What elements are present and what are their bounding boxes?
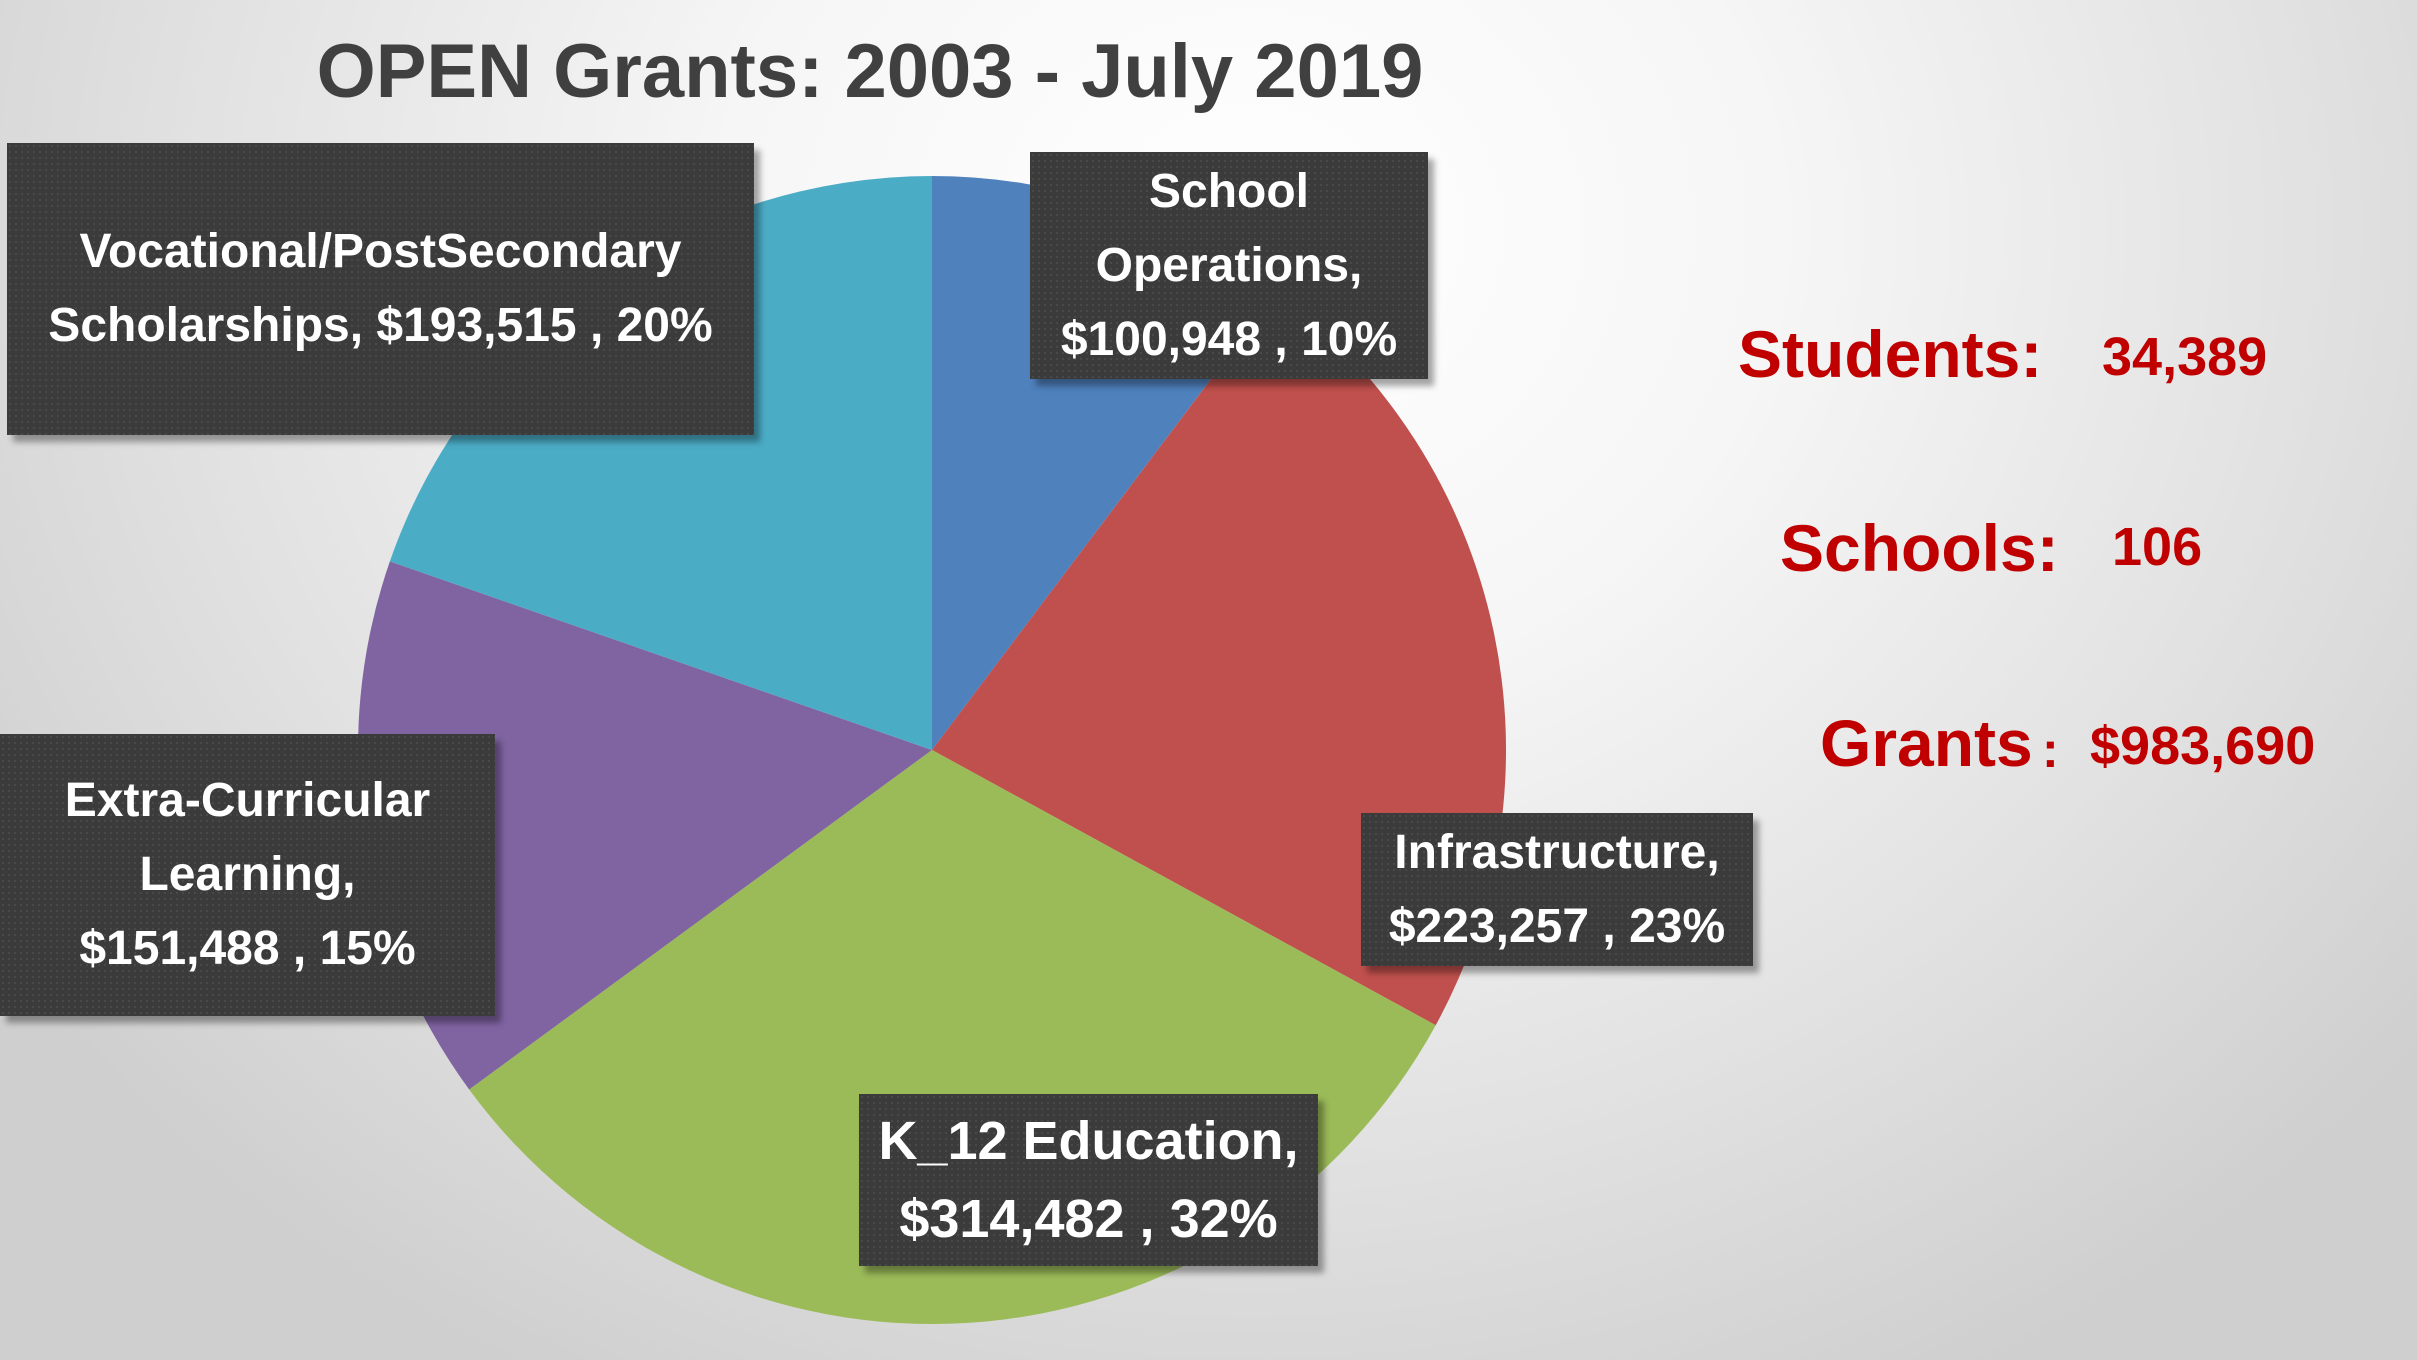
data-label-vocational: Vocational/PostSecondary Scholarships, $…	[7, 143, 754, 435]
data-label-line: $223,257 , 23%	[1388, 899, 1726, 953]
data-label-line: Infrastructure,	[1394, 825, 1720, 879]
stat-schools: Schools: 106	[1780, 510, 2202, 586]
data-label-infrastructure: Infrastructure, $223,257 , 23%	[1361, 813, 1753, 966]
data-label-line: Extra-Curricular	[64, 774, 431, 827]
stat-schools-value: 106	[2112, 517, 2203, 577]
data-label-extra-curricular: Extra-Curricular Learning, $151,488 , 15…	[0, 734, 495, 1016]
data-label-line: Learning,	[139, 848, 356, 901]
stat-grants-value: $983,690	[2090, 716, 2316, 776]
stat-students-label: Students:	[1738, 317, 2043, 391]
stat-students-value: 34,389	[2102, 327, 2268, 387]
data-label-line: $100,948 , 10%	[1060, 312, 1398, 366]
chart-title: OPEN Grants: 2003 - July 2019	[316, 29, 1424, 114]
data-label-k12-education: K_12 Education, $314,482 , 32%	[859, 1094, 1318, 1266]
data-label-line: Scholarships, $193,515 , 20%	[48, 299, 713, 352]
pie-slice-vocational	[389, 176, 933, 750]
data-label-line: Vocational/PostSecondary	[79, 225, 682, 278]
data-label-school-operations: School Operations, $100,948 , 10%	[1030, 152, 1428, 379]
data-label-line: $151,488 , 15%	[79, 922, 416, 975]
data-label-line: School	[1148, 164, 1309, 218]
stat-schools-label: Schools:	[1780, 511, 2059, 585]
stat-grants-colon: :	[2042, 722, 2059, 778]
stat-students: Students: 34,389	[1738, 316, 2267, 392]
pie-slice-extra-curricular	[358, 561, 933, 1090]
data-label-line: Operations,	[1095, 238, 1363, 292]
stat-grants: Grants : $983,690	[1820, 705, 2315, 781]
data-label-line: K_12 Education,	[878, 1111, 1299, 1171]
stat-grants-label: Grants	[1820, 706, 2033, 780]
data-label-line: $314,482 , 32%	[899, 1189, 1278, 1249]
